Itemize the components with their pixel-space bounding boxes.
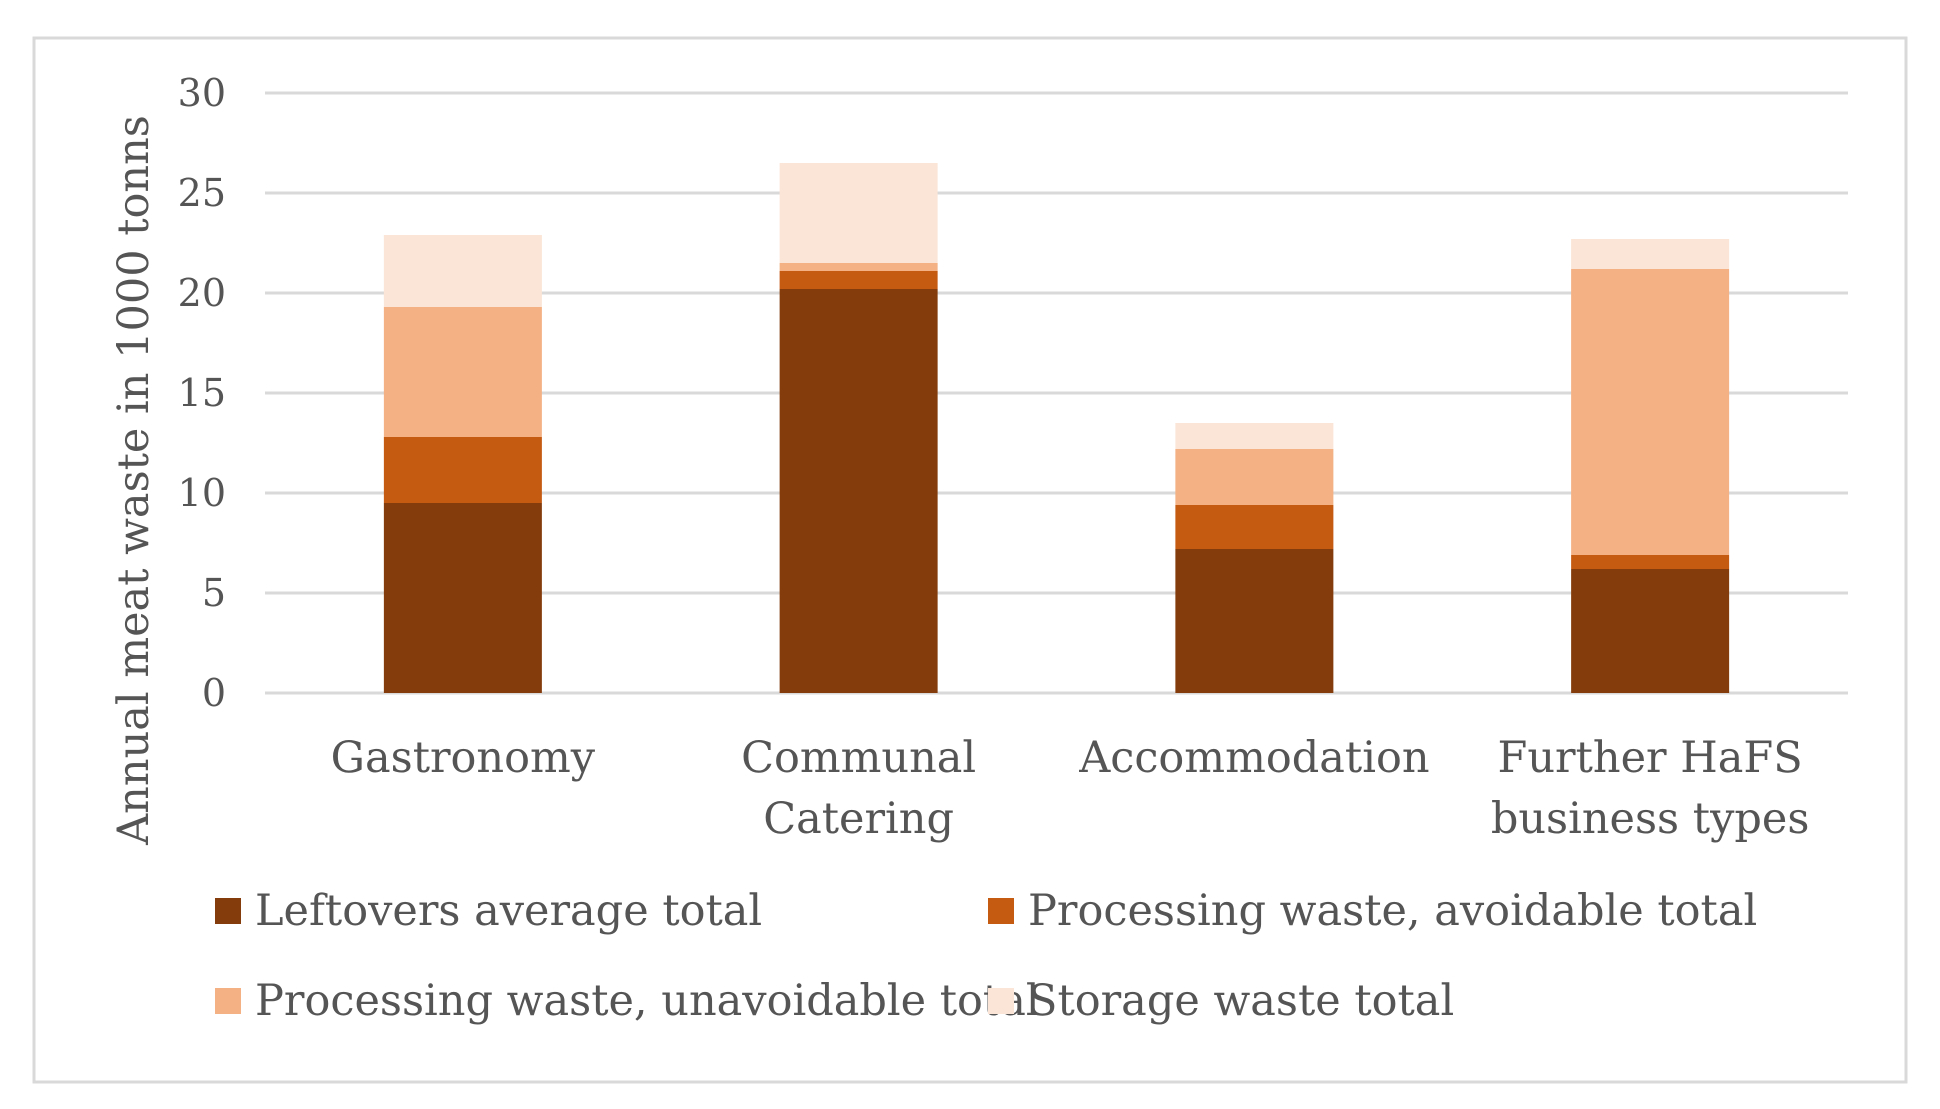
- x-category-line: Accommodation: [1078, 733, 1429, 783]
- x-category-line: Catering: [763, 794, 954, 844]
- bar-segment: [383, 235, 542, 307]
- bar-segment: [1175, 423, 1334, 449]
- y-axis-ticks: 0 5 10 15 20 25 30: [178, 71, 226, 715]
- x-category-label: Communal Catering: [741, 733, 976, 844]
- legend-label: Processing waste, unavoidable total: [255, 976, 1040, 1026]
- x-category-line: Further HaFS: [1498, 733, 1803, 783]
- y-axis-title: Annual meat waste in 1000 tonns: [109, 115, 159, 846]
- x-category-line: Communal: [741, 733, 976, 783]
- y-tick-label: 10: [178, 471, 226, 515]
- y-tick-label: 20: [178, 271, 226, 315]
- legend-item: Storage waste total: [988, 976, 1454, 1026]
- bar-segment: [779, 263, 938, 271]
- y-tick-label: 15: [178, 371, 226, 415]
- bar-segment: [383, 437, 542, 503]
- bar-segment: [1175, 505, 1334, 549]
- bar-segment: [383, 307, 542, 437]
- y-tick-label: 0: [202, 671, 226, 715]
- bar-segment: [383, 503, 542, 693]
- x-category-label: Further HaFS business types: [1491, 733, 1810, 844]
- bar-segment: [1175, 549, 1334, 693]
- bar-segment: [1571, 269, 1730, 555]
- legend-swatch: [215, 988, 241, 1014]
- x-category-line: Gastronomy: [331, 733, 596, 783]
- bar-segment: [779, 163, 938, 263]
- legend-item: Leftovers average total: [215, 886, 762, 936]
- legend-label: Storage waste total: [1028, 976, 1454, 1026]
- legend: Leftovers average total Processing waste,…: [215, 886, 1757, 1026]
- y-tick-label: 25: [178, 171, 226, 215]
- legend-label: Leftovers average total: [255, 886, 762, 936]
- legend-swatch: [215, 898, 241, 924]
- x-category-line: business types: [1491, 794, 1810, 844]
- legend-item: Processing waste, avoidable total: [988, 886, 1757, 936]
- bar-segment: [1175, 449, 1334, 505]
- legend-swatch: [988, 898, 1014, 924]
- legend-item: Processing waste, unavoidable total: [215, 976, 1040, 1026]
- bar-segment: [779, 271, 938, 289]
- x-category-label: Accommodation: [1078, 733, 1429, 783]
- legend-label: Processing waste, avoidable total: [1028, 886, 1757, 936]
- x-axis-categories: Gastronomy Communal Catering Accommodation F…: [331, 733, 1810, 844]
- bar-segment: [779, 289, 938, 693]
- bar-segment: [1571, 569, 1730, 693]
- y-tick-label: 30: [178, 71, 226, 115]
- x-category-label: Gastronomy: [331, 733, 596, 783]
- bar-segment: [1571, 239, 1730, 269]
- bars: [383, 163, 1730, 693]
- legend-swatch: [988, 988, 1014, 1014]
- bar-segment: [1571, 555, 1730, 569]
- y-tick-label: 5: [202, 571, 226, 615]
